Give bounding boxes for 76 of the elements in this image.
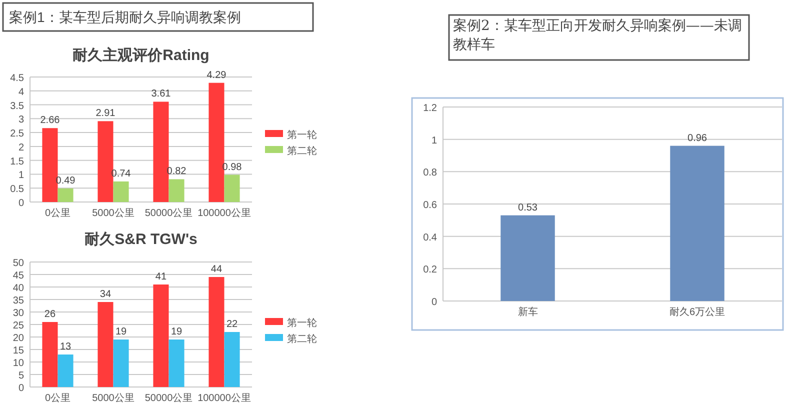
bar bbox=[98, 302, 114, 387]
bar bbox=[113, 181, 129, 202]
data-label: 3.61 bbox=[151, 88, 172, 100]
bar bbox=[98, 121, 114, 202]
y-tick-label: 0.8 bbox=[423, 168, 438, 179]
bar bbox=[224, 332, 240, 387]
bar bbox=[208, 82, 224, 202]
chart-title: 耐久主观评价Rating bbox=[72, 46, 210, 64]
chart-title: 案例2：某车型正向开发耐久异响案例——未调教样车 bbox=[453, 17, 743, 55]
data-label: 0.53 bbox=[518, 202, 538, 214]
x-tick-label: 100000公里 bbox=[198, 392, 251, 404]
y-tick-label: 1 bbox=[18, 170, 24, 182]
data-label: 19 bbox=[170, 326, 183, 338]
y-tick-label: 40 bbox=[12, 283, 24, 294]
x-tick-label: 5000公里 bbox=[92, 392, 134, 404]
y-tick-label: 1.2 bbox=[423, 103, 438, 114]
data-label: 26 bbox=[44, 309, 56, 320]
bar bbox=[208, 277, 224, 387]
y-tick-label: 50 bbox=[12, 258, 24, 269]
data-label: 2.91 bbox=[96, 108, 116, 120]
x-tick-label: 0公里 bbox=[44, 392, 71, 404]
data-label: 0.96 bbox=[688, 132, 708, 144]
y-tick-label: 0.6 bbox=[423, 200, 438, 211]
y-tick-label: 20 bbox=[12, 333, 24, 344]
data-label: 44 bbox=[210, 264, 222, 275]
y-tick-label: 1.5 bbox=[10, 156, 24, 168]
y-tick-label: 0.2 bbox=[423, 264, 438, 276]
bar bbox=[42, 128, 58, 202]
legend-label: 第二轮 bbox=[287, 333, 317, 345]
y-tick-label: 3.5 bbox=[10, 100, 24, 112]
x-tick-label: 新车 bbox=[518, 306, 538, 318]
bar bbox=[168, 179, 184, 202]
data-label: 19 bbox=[115, 326, 128, 338]
y-tick-label: 2.5 bbox=[10, 128, 24, 140]
x-tick-label: 50000公里 bbox=[144, 392, 193, 404]
y-tick-label: 0.4 bbox=[423, 232, 438, 244]
y-tick-label: 0 bbox=[431, 297, 438, 308]
data-label: 13 bbox=[60, 342, 72, 352]
y-tick-label: 25 bbox=[12, 320, 24, 332]
text: 案例1：某车型后期耐久异响调教案例 bbox=[9, 9, 241, 25]
legend-label: 第一轮 bbox=[287, 317, 317, 329]
y-tick-label: 0.5 bbox=[10, 184, 24, 196]
bar bbox=[42, 322, 58, 387]
bar bbox=[58, 188, 74, 202]
bar bbox=[168, 340, 184, 387]
data-label: 2.66 bbox=[40, 115, 60, 126]
x-tick-label: 0公里 bbox=[44, 207, 71, 219]
y-tick-label: 5 bbox=[18, 370, 24, 382]
x-tick-label: 5000公里 bbox=[92, 207, 134, 219]
y-tick-label: 10 bbox=[12, 358, 24, 369]
x-tick-label: 50000公里 bbox=[144, 207, 193, 219]
y-tick-label: 35 bbox=[12, 296, 24, 306]
y-tick-label: 0 bbox=[18, 383, 24, 394]
y-tick-label: 15 bbox=[12, 346, 24, 356]
bar bbox=[224, 174, 240, 202]
data-label: 34 bbox=[100, 289, 112, 300]
bar bbox=[58, 354, 74, 387]
y-tick-label: 45 bbox=[12, 270, 24, 282]
bar bbox=[153, 102, 169, 202]
legend-label: 第一轮 bbox=[287, 129, 317, 141]
x-tick-label: 耐久6万公里 bbox=[669, 306, 726, 318]
y-tick-label: 0 bbox=[18, 198, 24, 209]
bar bbox=[113, 340, 129, 387]
x-tick-label: 100000公里 bbox=[198, 207, 251, 219]
y-tick-label: 2 bbox=[18, 142, 24, 154]
data-label: 4.29 bbox=[206, 70, 227, 81]
data-label: 22 bbox=[226, 319, 238, 330]
y-tick-label: 3 bbox=[18, 114, 24, 126]
chart-title: 耐久S&R TGW's bbox=[84, 231, 198, 248]
bar bbox=[153, 284, 169, 387]
y-tick-label: 4 bbox=[18, 86, 24, 98]
y-tick-label: 30 bbox=[12, 308, 24, 319]
y-tick-label: 4.5 bbox=[10, 73, 24, 84]
y-tick-label: 1 bbox=[431, 135, 438, 146]
legend-label: 第二轮 bbox=[287, 145, 317, 157]
data-label: 41 bbox=[155, 272, 167, 282]
